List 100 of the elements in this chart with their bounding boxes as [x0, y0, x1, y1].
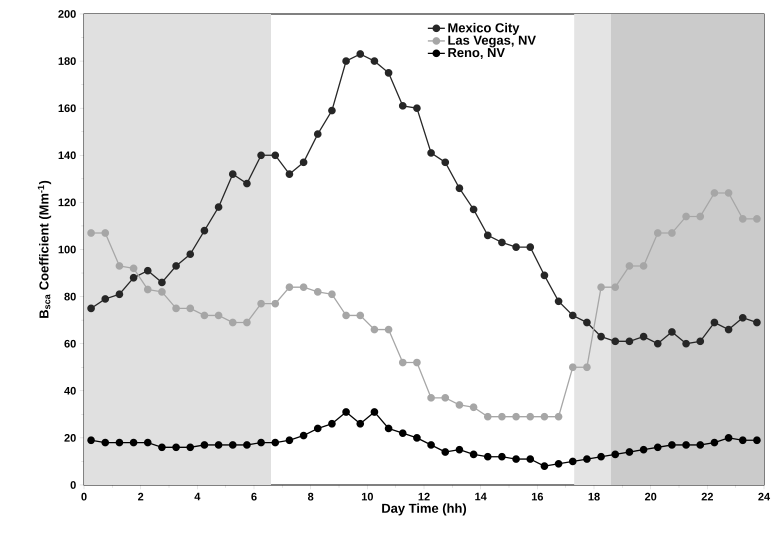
point: [130, 438, 138, 446]
point: [398, 358, 407, 366]
point: [130, 274, 138, 282]
point: [144, 266, 152, 275]
point: [214, 441, 222, 449]
point: [314, 130, 322, 138]
point: [214, 312, 222, 320]
point: [116, 262, 124, 270]
point: [370, 408, 378, 416]
point: [172, 304, 180, 312]
point: [583, 455, 591, 463]
point: [398, 102, 407, 110]
point: [654, 340, 662, 348]
point: [228, 441, 237, 449]
point: [710, 438, 718, 446]
point: [640, 446, 648, 454]
point: [271, 151, 280, 160]
point: [257, 151, 265, 160]
point: [356, 420, 364, 428]
legend-label: Mexico City: [448, 22, 520, 35]
point: [427, 394, 435, 402]
point: [427, 149, 435, 157]
point: [611, 337, 620, 346]
point: [342, 312, 350, 320]
point: [554, 412, 562, 421]
point: [342, 57, 350, 65]
point: [710, 189, 718, 197]
point: [456, 401, 464, 409]
point: [214, 203, 222, 211]
point: [568, 312, 577, 320]
point: [738, 314, 747, 322]
point: [413, 434, 421, 442]
y-tick-label: 100: [58, 246, 76, 254]
point: [568, 458, 577, 466]
point: [286, 283, 294, 292]
point: [498, 238, 506, 246]
point: [611, 283, 620, 292]
point: [186, 443, 194, 452]
x-tick-label: 4: [194, 492, 200, 500]
y-tick-label: 60: [64, 340, 76, 348]
x-axis-title: Day Time (hh): [382, 503, 466, 516]
point: [186, 304, 194, 312]
legend-label: Las Vegas, NV: [448, 36, 536, 48]
y-tick-label: 180: [58, 57, 76, 65]
point: [753, 318, 761, 326]
point: [158, 278, 166, 286]
point: [668, 441, 676, 449]
point: [172, 262, 180, 270]
point: [243, 180, 251, 188]
point: [228, 318, 237, 326]
point: [554, 460, 562, 468]
point: [384, 69, 392, 77]
point: [470, 450, 478, 458]
point: [87, 304, 95, 312]
point: [640, 332, 648, 340]
point: [498, 452, 506, 461]
point: [526, 412, 534, 421]
point: [101, 295, 110, 303]
point: [682, 441, 690, 449]
point: [342, 408, 350, 416]
point: [724, 189, 732, 197]
point: [356, 312, 364, 320]
point: [611, 450, 620, 458]
point: [626, 448, 634, 456]
point: [441, 448, 450, 456]
x-tick-label: 18: [588, 492, 600, 501]
point: [554, 297, 562, 306]
point: [654, 443, 662, 452]
x-tick-label: 16: [532, 492, 544, 501]
point: [87, 229, 95, 237]
point: [200, 226, 208, 234]
point: [158, 288, 166, 296]
point: [512, 243, 520, 251]
x-tick-label: 8: [308, 492, 314, 501]
point: [101, 438, 110, 446]
point: [370, 326, 378, 334]
x-tick-label: 2: [138, 492, 144, 500]
point: [314, 424, 322, 432]
point: [470, 206, 478, 214]
point: [144, 286, 152, 294]
point: [753, 436, 761, 444]
point: [654, 229, 662, 237]
point: [441, 394, 450, 402]
point: [540, 412, 548, 421]
point: [130, 264, 138, 272]
x-tick-label: 12: [418, 492, 430, 500]
point: [116, 290, 124, 298]
point: [116, 438, 124, 446]
point: [696, 441, 704, 449]
point: [738, 215, 747, 223]
x-tick-label: 0: [81, 492, 87, 501]
point: [682, 212, 690, 220]
y-tick-label: 80: [64, 292, 76, 300]
point: [314, 288, 322, 296]
point: [172, 443, 180, 452]
point: [710, 318, 718, 326]
y-tick-label: 20: [64, 434, 76, 442]
point: [470, 403, 478, 412]
point: [597, 283, 605, 292]
point: [738, 436, 747, 444]
